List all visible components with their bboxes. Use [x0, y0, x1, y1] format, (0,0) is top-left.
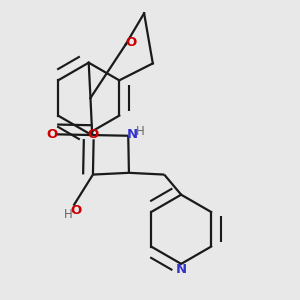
Text: H: H	[136, 125, 145, 138]
Text: O: O	[46, 128, 58, 141]
Text: N: N	[176, 262, 187, 276]
Text: O: O	[125, 36, 136, 50]
Text: H: H	[64, 208, 73, 221]
Text: N: N	[127, 128, 138, 141]
Text: O: O	[71, 204, 82, 217]
Text: O: O	[87, 128, 98, 141]
